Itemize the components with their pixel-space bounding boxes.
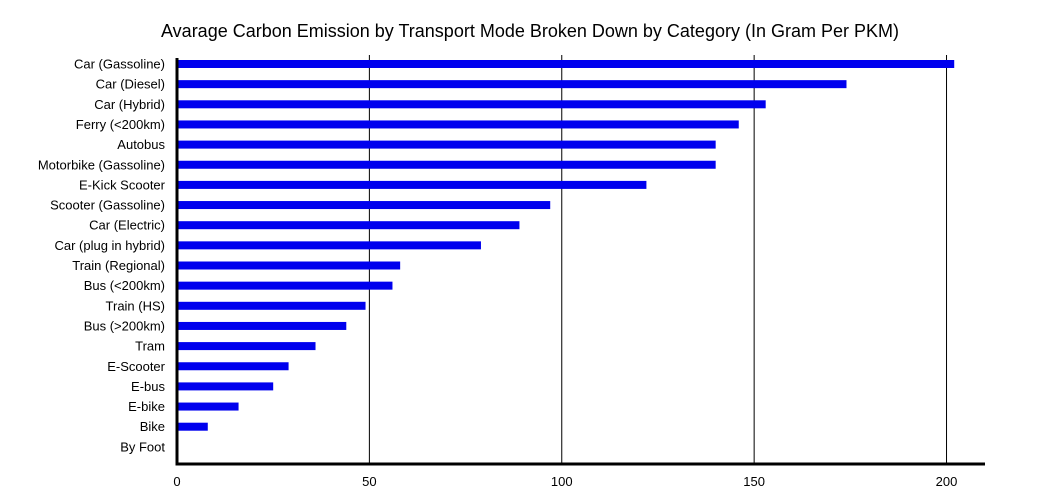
category-label: Train (Regional)	[72, 258, 165, 273]
bar	[177, 342, 316, 351]
bar	[177, 382, 274, 391]
category-label: Tram	[135, 339, 165, 354]
category-label: Bus (>200km)	[84, 318, 165, 333]
chart-title: Avarage Carbon Emission by Transport Mod…	[161, 21, 899, 41]
bar	[177, 60, 955, 68]
grid-lines	[368, 55, 948, 464]
bar	[177, 100, 766, 109]
bar	[177, 221, 520, 230]
x-tick-label: 150	[743, 474, 765, 489]
x-tick-label: 200	[936, 474, 958, 489]
category-label: Train (HS)	[106, 298, 165, 313]
bar	[177, 281, 393, 290]
bar	[177, 201, 551, 210]
bar	[177, 261, 401, 270]
category-label: Car (Gassoline)	[74, 57, 165, 72]
category-label: E-bike	[128, 399, 165, 414]
x-tick-label: 100	[551, 474, 573, 489]
bars	[177, 60, 955, 431]
category-label: Bike	[140, 419, 165, 434]
category-labels: Car (Gassoline) Car (Diesel) Car (Hybrid) F…	[38, 57, 166, 455]
category-label: Ferry (<200km)	[76, 117, 165, 132]
bar	[177, 321, 347, 330]
x-tick-label: 0	[173, 474, 180, 489]
bar	[177, 362, 289, 371]
bar	[177, 301, 366, 310]
bar	[177, 180, 647, 189]
category-label: Car (Hybrid)	[94, 97, 165, 112]
category-label: Autobus	[117, 137, 165, 152]
bar	[177, 241, 481, 250]
bar	[177, 160, 716, 169]
category-label: E-bus	[131, 379, 165, 394]
category-label: Car (plug in hybrid)	[54, 238, 165, 253]
category-label: E-Scooter	[107, 359, 165, 374]
bar	[177, 120, 739, 129]
bar	[177, 422, 208, 431]
bar	[177, 402, 239, 411]
category-label: Motorbike (Gassoline)	[38, 157, 165, 172]
bar	[177, 80, 847, 89]
category-label: By Foot	[120, 439, 165, 454]
category-label: Scooter (Gassoline)	[50, 198, 165, 213]
category-label: Car (Diesel)	[96, 77, 165, 92]
x-tick-label: 50	[362, 474, 376, 489]
category-label: Bus (<200km)	[84, 278, 165, 293]
category-label: Car (Electric)	[89, 218, 165, 233]
category-label: E-Kick Scooter	[79, 177, 166, 192]
bar	[177, 140, 716, 149]
x-tick-labels: 0 50 100 150 200	[173, 474, 957, 489]
